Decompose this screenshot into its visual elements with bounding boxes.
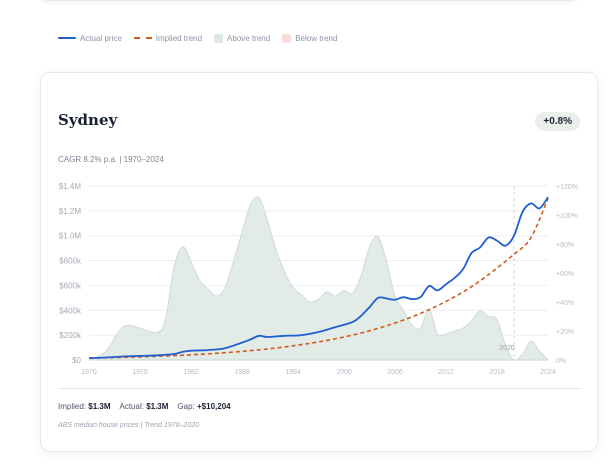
above-trend-area <box>88 196 549 361</box>
x-tick-label: 1994 <box>285 369 301 376</box>
price-chart: $0 $200k $400k $600k $800k $1.0M $1.2M $1.4M 0% +… <box>59 182 578 376</box>
stat-gap-label: Gap: <box>177 402 195 411</box>
cagr-subtitle: CAGR 8.2% p.a. | 1970–2024 <box>58 155 164 164</box>
y-tick-label-left: $200k <box>59 331 82 340</box>
city-title: Sydney <box>58 111 118 129</box>
legend-actual: Actual price <box>58 34 122 43</box>
y-tick-label-left: $800k <box>59 257 82 266</box>
legend-implied-label: Implied trend <box>155 33 203 43</box>
divider <box>58 388 580 389</box>
source-note: ABS median house prices | Trend 1970–202… <box>58 422 200 429</box>
actual-price-line <box>88 196 549 359</box>
y-tick-label-left: $1.2M <box>59 207 82 216</box>
legend-below-swatch <box>282 33 292 43</box>
y-tick-label-left: $1.4M <box>59 182 82 191</box>
legend-actual-swatch <box>58 37 76 39</box>
x-tick-label: 2006 <box>387 369 403 376</box>
y-tick-label-left: $400k <box>59 306 82 315</box>
previous-card-edge <box>40 0 578 1</box>
stat-implied: Implied: $1.3M <box>58 402 110 411</box>
stat-actual-value: $1.3M <box>146 402 169 411</box>
implied-trend-line <box>88 198 549 359</box>
chart-legend: Actual price Implied trend Above trend B… <box>58 32 337 44</box>
y-tick-label-left: $1.0M <box>59 232 82 241</box>
legend-below-label: Below trend <box>295 33 338 43</box>
stat-gap: Gap: +$10,204 <box>177 402 230 411</box>
legend-above: Above trend <box>214 33 271 43</box>
y-tick-label-left: $0 <box>72 356 81 365</box>
legend-above-swatch <box>214 33 224 43</box>
x-tick-label: 2024 <box>540 369 556 376</box>
legend-implied-swatch <box>133 37 152 39</box>
stat-actual-label: Actual: <box>119 402 144 411</box>
y-tick-label-right: 0% <box>556 358 566 365</box>
x-tick-label: 1970 <box>81 369 97 376</box>
y-tick-label-left: $600k <box>59 281 82 290</box>
city-chart-card: Sydney +0.8% CAGR 8.2% p.a. | 1970–2024 … <box>40 72 598 452</box>
legend-above-label: Above trend <box>227 33 271 43</box>
legend-below: Below trend <box>282 33 338 43</box>
stat-implied-label: Implied: <box>58 402 87 411</box>
x-tick-label: 1976 <box>132 369 148 376</box>
x-tick-label: 1988 <box>234 369 250 376</box>
x-tick-label: 2018 <box>489 369 505 376</box>
stat-actual: Actual: $1.3M <box>119 402 168 411</box>
y-tick-label-right: +20% <box>556 329 574 336</box>
y-tick-label-right: +60% <box>556 271 574 278</box>
y-tick-label-right: +40% <box>556 300 574 307</box>
gap-badge: +0.8% <box>535 112 580 131</box>
x-tick-label: 1982 <box>183 369 199 376</box>
stats-row: Implied: $1.3M Actual: $1.3M Gap: +$10,2… <box>58 402 231 411</box>
x-tick-label: 2000 <box>336 369 352 376</box>
annotation-label: 2020 <box>499 345 515 352</box>
x-tick-label: 2012 <box>438 369 454 376</box>
legend-implied: Implied trend <box>133 33 203 43</box>
stat-implied-value: $1.3M <box>88 402 111 411</box>
y-tick-label-right: +100% <box>556 213 578 220</box>
y-tick-label-right: +120% <box>556 184 578 191</box>
y-tick-label-right: +80% <box>556 242 574 249</box>
stat-gap-value: +$10,204 <box>197 402 231 411</box>
legend-actual-label: Actual price <box>80 33 122 43</box>
